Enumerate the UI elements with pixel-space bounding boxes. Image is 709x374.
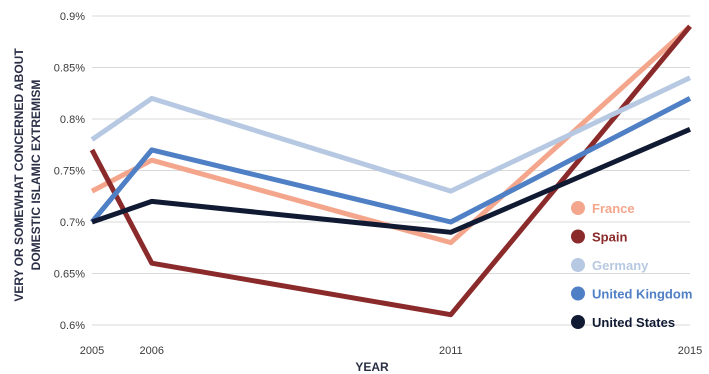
y-tick-labels: 0.6% 0.65% 0.7% 0.75% 0.8% 0.85% 0.9% <box>54 11 85 332</box>
x-tick-label: 2015 <box>678 345 702 357</box>
legend: France Spain Germany United Kingdom United S… <box>571 201 692 330</box>
legend-label: United States <box>592 315 675 330</box>
y-tick-label: 0.6% <box>60 320 85 332</box>
series-lines <box>89 24 692 318</box>
x-tick-label: 2011 <box>439 345 463 357</box>
series-line-united-kingdom <box>90 96 692 225</box>
y-tick-label: 0.75% <box>54 166 85 178</box>
x-tick-label: 2005 <box>80 345 104 357</box>
legend-item-united-states: United States <box>571 315 675 330</box>
series-line-germany <box>90 75 692 194</box>
legend-marker <box>571 286 585 301</box>
x-tick-label: 2006 <box>140 345 164 357</box>
legend-item-germany: Germany <box>571 258 649 273</box>
legend-label: United Kingdom <box>592 287 692 302</box>
y-tick-label: 0.7% <box>60 217 85 229</box>
y-tick-label: 0.85% <box>54 63 85 75</box>
legend-marker <box>571 315 585 329</box>
x-tick-labels: 2005 2006 2011 2015 <box>80 345 702 357</box>
y-tick-label: 0.8% <box>60 114 85 126</box>
y-axis-title-line-2: DOMESTIC ISLAMIC EXTREMISM <box>29 80 43 271</box>
y-axis-title-line-1: VERY OR SOMEWHAT CONCERNED ABOUT <box>12 48 26 302</box>
legend-label: Spain <box>592 230 627 245</box>
legend-label: France <box>592 201 635 216</box>
legend-label: Germany <box>592 258 649 273</box>
legend-item-united-kingdom: United Kingdom <box>571 286 692 302</box>
series-line-united-states <box>91 127 691 235</box>
series-line-spain <box>89 24 692 318</box>
legend-item-france: France <box>571 201 635 216</box>
x-axis-title: YEAR <box>355 360 389 374</box>
legend-marker <box>571 229 585 244</box>
legend-item-spain: Spain <box>571 229 627 245</box>
y-tick-label: 0.65% <box>54 269 85 281</box>
legend-marker <box>571 258 585 272</box>
legend-marker <box>571 201 585 215</box>
y-tick-label: 0.9% <box>60 11 85 23</box>
